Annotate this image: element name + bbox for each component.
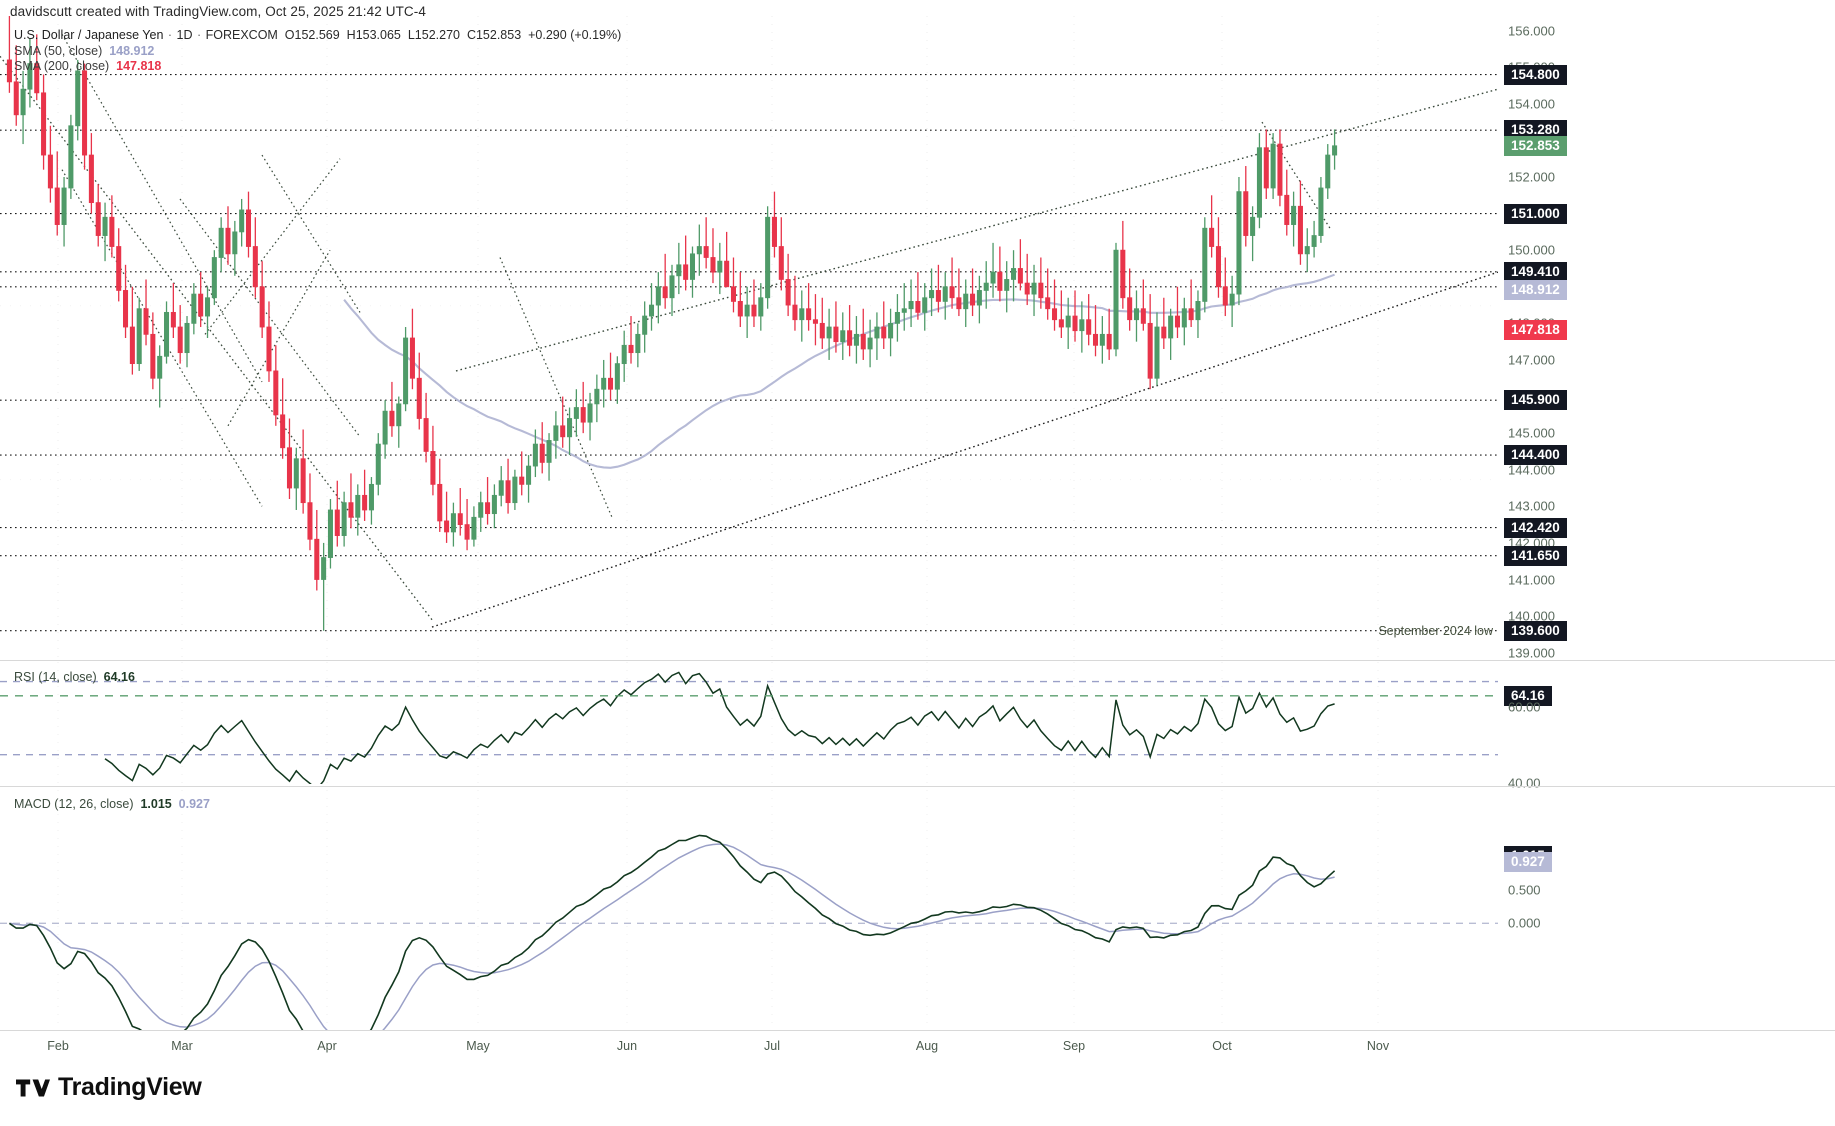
time-axis-label: Feb bbox=[47, 1039, 69, 1053]
rsi-legend-value: 64.16 bbox=[103, 670, 135, 684]
rsi-pane[interactable] bbox=[0, 662, 1498, 784]
macd-axis-tick-0500: 0.500 bbox=[1508, 882, 1541, 898]
macd-line-plot[interactable] bbox=[0, 790, 1498, 1030]
price-axis-tag[interactable]: 142.420 bbox=[1504, 517, 1567, 538]
chart-annotation-label: September 2024 low bbox=[1378, 623, 1493, 638]
rsi-line-plot[interactable] bbox=[0, 662, 1498, 784]
price-axis-tag[interactable]: 141.650 bbox=[1504, 545, 1567, 566]
price-axis-tick: 145.000 bbox=[1508, 425, 1555, 441]
macd-legend-signal: 0.927 bbox=[178, 797, 210, 811]
price-axis-tick: 156.000 bbox=[1508, 23, 1555, 39]
attribution-text: davidscutt created with TradingView.com,… bbox=[10, 4, 426, 19]
macd-legend-name[interactable]: MACD (12, 26, close) bbox=[14, 797, 134, 811]
price-axis-tick: 143.000 bbox=[1508, 498, 1555, 514]
price-axis-tick: 139.000 bbox=[1508, 645, 1555, 661]
price-axis-tag[interactable]: 144.400 bbox=[1504, 445, 1567, 466]
price-axis-tag[interactable]: 152.853 bbox=[1504, 135, 1567, 156]
rsi-axis-tick-40: 40.00 bbox=[1508, 775, 1541, 791]
macd-legend: MACD (12, 26, close) 1.015 0.927 bbox=[14, 797, 210, 811]
price-pane[interactable] bbox=[0, 16, 1498, 660]
rsi-axis-tick-60: 60.00 bbox=[1508, 699, 1541, 715]
price-candlestick-plot[interactable] bbox=[0, 16, 1498, 660]
price-axis-tick: 140.000 bbox=[1508, 608, 1555, 624]
price-axis-tag[interactable]: 154.800 bbox=[1504, 64, 1567, 85]
time-axis-label: Oct bbox=[1212, 1039, 1232, 1053]
time-axis-separator bbox=[0, 1030, 1835, 1031]
tradingview-logo-icon bbox=[16, 1079, 50, 1096]
price-axis-tag[interactable]: 153.280 bbox=[1504, 120, 1567, 141]
pane-separator bbox=[0, 786, 1835, 787]
time-axis-label: Nov bbox=[1366, 1039, 1390, 1053]
time-axis-label: May bbox=[466, 1039, 490, 1053]
price-axis-tag[interactable]: 145.900 bbox=[1504, 390, 1567, 411]
rsi-legend: RSI (14, close) 64.16 bbox=[14, 670, 135, 684]
time-axis-label: Jun bbox=[616, 1039, 638, 1053]
rsi-legend-name[interactable]: RSI (14, close) bbox=[14, 670, 97, 684]
price-axis-tag[interactable]: 147.818 bbox=[1504, 320, 1567, 341]
price-axis-tick: 147.000 bbox=[1508, 352, 1555, 368]
price-axis-tag[interactable]: 151.000 bbox=[1504, 203, 1567, 224]
rsi-axis-tag[interactable]: 64.16 bbox=[1504, 685, 1552, 706]
macd-axis-tick-0000: 0.000 bbox=[1508, 915, 1541, 931]
tradingview-wordmark: TradingView bbox=[58, 1073, 202, 1101]
price-axis-tick: 150.000 bbox=[1508, 242, 1555, 258]
time-axis-label: Mar bbox=[171, 1039, 193, 1053]
price-axis-tag[interactable]: 148.912 bbox=[1504, 279, 1567, 300]
price-axis-tick: 154.000 bbox=[1508, 96, 1555, 112]
macd-legend-value: 1.015 bbox=[140, 797, 172, 811]
tradingview-brand: TradingView bbox=[16, 1073, 202, 1102]
time-axis-label: Jul bbox=[764, 1039, 780, 1053]
price-axis[interactable]: 156.000155.000154.000152.000150.000149.0… bbox=[1378, 0, 1835, 1030]
price-axis-tag[interactable]: 139.600 bbox=[1504, 620, 1567, 641]
time-axis[interactable]: Feb Mar Apr May Jun Jul Aug Sep Oct Nov bbox=[0, 1030, 1835, 1064]
time-axis-label: Apr bbox=[317, 1039, 337, 1053]
pane-separator bbox=[0, 660, 1835, 661]
time-axis-label: Aug bbox=[915, 1039, 939, 1053]
price-axis-tick: 144.000 bbox=[1508, 462, 1555, 478]
macd-axis-tag-signal[interactable]: 0.927 bbox=[1504, 851, 1552, 872]
price-axis-tick: 141.000 bbox=[1508, 572, 1555, 587]
price-axis-tick: 152.000 bbox=[1508, 169, 1555, 185]
macd-pane[interactable] bbox=[0, 790, 1498, 1030]
time-axis-label: Sep bbox=[1062, 1039, 1086, 1053]
